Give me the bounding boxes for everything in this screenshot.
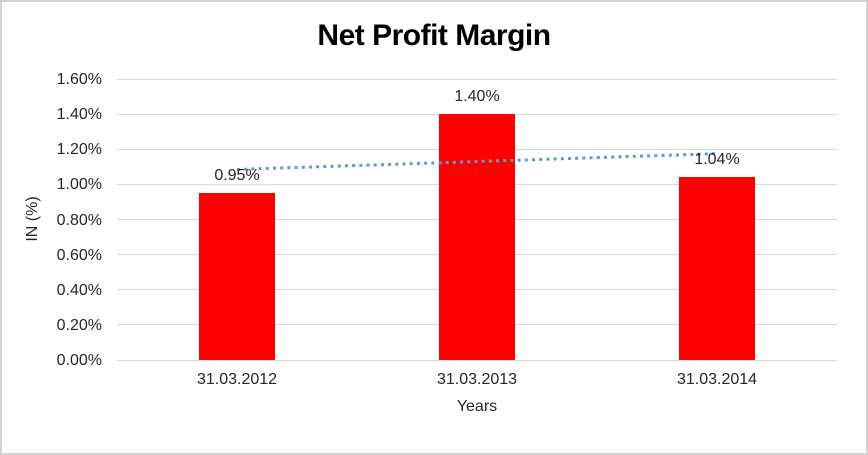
trendline xyxy=(236,152,718,171)
y-tick-label: 0.20% xyxy=(56,316,102,334)
y-tick-label: 1.00% xyxy=(56,176,102,194)
bar-31.03.2013 xyxy=(439,114,515,360)
x-tick-label: 31.03.2014 xyxy=(676,371,758,388)
bar-31.03.2012 xyxy=(199,193,275,360)
bar-31.03.2014 xyxy=(679,177,755,360)
y-tick-label: 0.40% xyxy=(56,281,102,299)
gridline xyxy=(117,78,837,80)
y-tick-label: 0.80% xyxy=(56,211,102,229)
y-tick-label: 1.60% xyxy=(56,71,102,88)
chart-title: Net Profit Margin xyxy=(317,19,551,52)
data-label: 1.04% xyxy=(694,151,740,169)
y-axis-title: IN (%) xyxy=(24,196,41,242)
data-label: 0.95% xyxy=(214,167,260,185)
y-tick-label: 0.00% xyxy=(56,352,102,369)
x-tick-label: 31.03.2013 xyxy=(436,371,518,388)
y-tick-label: 1.40% xyxy=(56,106,102,124)
gridline xyxy=(117,359,837,361)
y-tick-label: 1.20% xyxy=(56,141,102,159)
x-tick-label: 31.03.2012 xyxy=(196,371,278,388)
data-label: 1.40% xyxy=(454,88,500,106)
plot-area xyxy=(117,78,837,361)
y-tick-label: 0.60% xyxy=(56,246,102,264)
x-axis-title: Years xyxy=(456,398,498,415)
